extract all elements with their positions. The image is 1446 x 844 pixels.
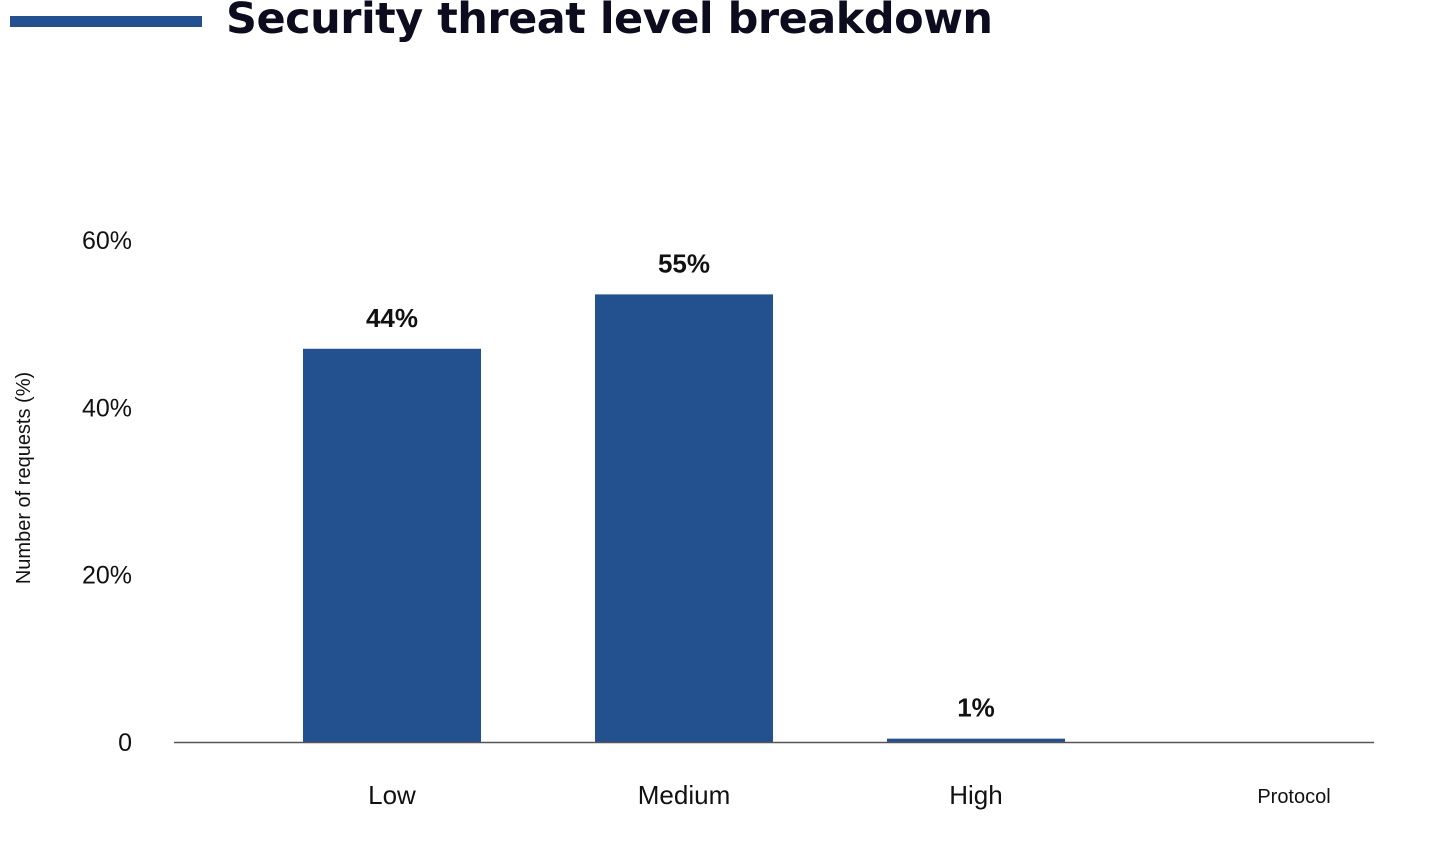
category-label-protocol: Protocol	[1257, 786, 1330, 808]
data-label-low: 44%	[366, 303, 418, 333]
y-tick-label: 60%	[82, 227, 132, 255]
category-label-high: High	[949, 780, 1002, 810]
bars	[303, 294, 1065, 742]
y-axis-ticks: 0 20% 40% 60%	[82, 227, 132, 757]
y-tick-label: 0	[118, 729, 132, 757]
y-tick-label: 20%	[82, 562, 132, 590]
category-label-low: Low	[368, 780, 416, 810]
y-tick-label: 40%	[82, 394, 132, 422]
bar-high	[887, 738, 1065, 742]
y-axis-label: Number of requests (%)	[13, 372, 35, 584]
data-label-medium: 55%	[658, 248, 710, 278]
category-labels: Low Medium High Protocol	[368, 780, 1331, 810]
data-label-high: 1%	[957, 693, 995, 723]
bar-low	[303, 348, 481, 742]
category-label-medium: Medium	[638, 780, 730, 810]
data-labels: 44% 55% 1%	[366, 248, 995, 722]
chart-title: Security threat level breakdown	[226, 0, 993, 44]
bar-medium	[595, 294, 773, 742]
title-accent-rule	[10, 16, 202, 27]
